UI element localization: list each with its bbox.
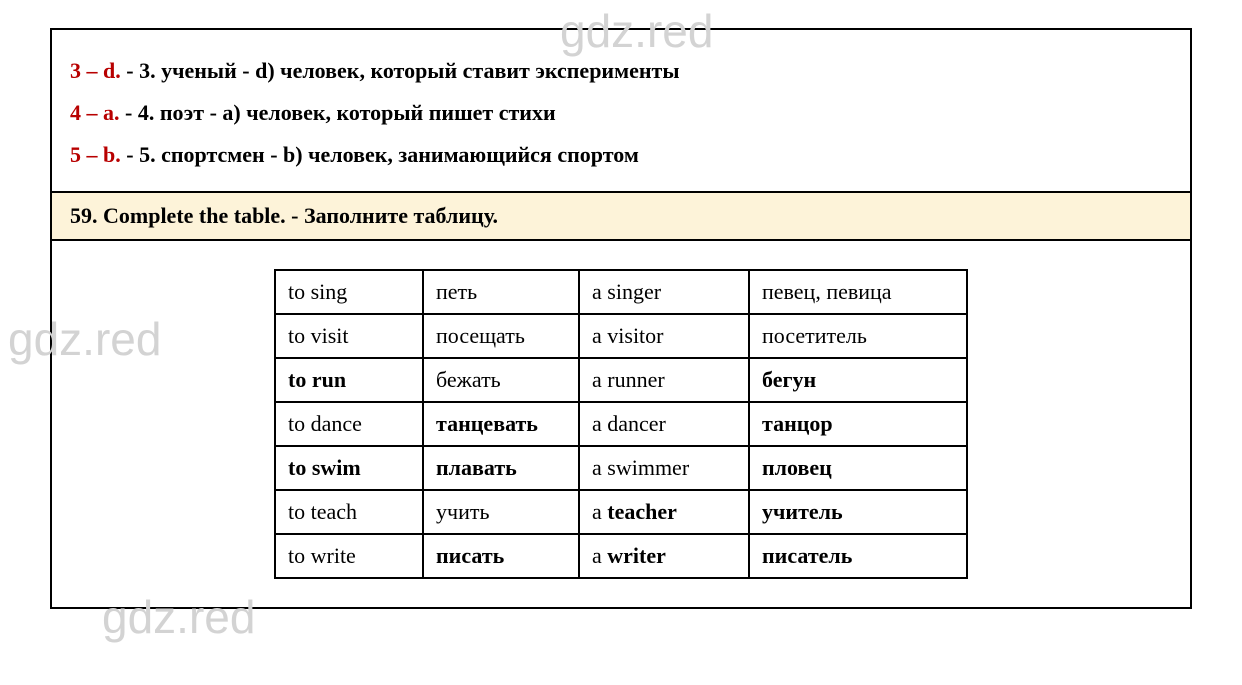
table-cell: плавать (423, 446, 579, 490)
answer-line: 3 – d. - 3. ученый - d) человек, который… (70, 50, 1172, 92)
answer-section: 3 – d. - 3. ученый - d) человек, который… (52, 30, 1190, 191)
cell-bold-part: writer (607, 543, 666, 568)
table-section: to sing петь a singer певец, певица to v… (52, 241, 1190, 607)
answer-key: 5 – b. (70, 142, 121, 167)
table-cell: to teach (275, 490, 423, 534)
cell-prefix: a (592, 499, 607, 524)
table-cell: учить (423, 490, 579, 534)
table-cell: певец, певица (749, 270, 967, 314)
table-cell: a runner (579, 358, 749, 402)
table-cell: танцевать (423, 402, 579, 446)
answer-line: 4 – a. - 4. поэт - а) человек, который п… (70, 92, 1172, 134)
table-cell: посещать (423, 314, 579, 358)
table-row: to swim плавать a swimmer пловец (275, 446, 967, 490)
table-cell: a teacher (579, 490, 749, 534)
table-row: to write писать a writer писатель (275, 534, 967, 578)
table-cell: a dancer (579, 402, 749, 446)
table-cell: писатель (749, 534, 967, 578)
table-cell: петь (423, 270, 579, 314)
table-row: to teach учить a teacher учитель (275, 490, 967, 534)
table-cell: to visit (275, 314, 423, 358)
table-cell: a swimmer (579, 446, 749, 490)
table-cell: посетитель (749, 314, 967, 358)
task-header: 59. Complete the table. - Заполните табл… (52, 191, 1190, 241)
answer-line: 5 – b. - 5. спортсмен - b) человек, зани… (70, 134, 1172, 176)
table-cell: a writer (579, 534, 749, 578)
cell-prefix: a (592, 543, 607, 568)
table-cell: танцор (749, 402, 967, 446)
answer-text: - 5. спортсмен - b) человек, занимающийс… (121, 142, 639, 167)
table-row: to run бежать a runner бегун (275, 358, 967, 402)
answer-text: - 3. ученый - d) человек, который ставит… (121, 58, 680, 83)
table-cell: a visitor (579, 314, 749, 358)
table-cell: to run (275, 358, 423, 402)
answer-key: 4 – a. (70, 100, 120, 125)
table-row: to visit посещать a visitor посетитель (275, 314, 967, 358)
worksheet-container: 3 – d. - 3. ученый - d) человек, который… (50, 28, 1192, 609)
table-cell: to swim (275, 446, 423, 490)
table-cell: бегун (749, 358, 967, 402)
answer-key: 3 – d. (70, 58, 121, 83)
table-cell: пловец (749, 446, 967, 490)
cell-bold-part: teacher (607, 499, 677, 524)
table-cell: бежать (423, 358, 579, 402)
table-row: to dance танцевать a dancer танцор (275, 402, 967, 446)
table-cell: a singer (579, 270, 749, 314)
table-cell: учитель (749, 490, 967, 534)
table-row: to sing петь a singer певец, певица (275, 270, 967, 314)
table-cell: to write (275, 534, 423, 578)
vocab-table: to sing петь a singer певец, певица to v… (274, 269, 968, 579)
table-cell: писать (423, 534, 579, 578)
table-cell: to dance (275, 402, 423, 446)
table-cell: to sing (275, 270, 423, 314)
answer-text: - 4. поэт - а) человек, который пишет ст… (120, 100, 556, 125)
